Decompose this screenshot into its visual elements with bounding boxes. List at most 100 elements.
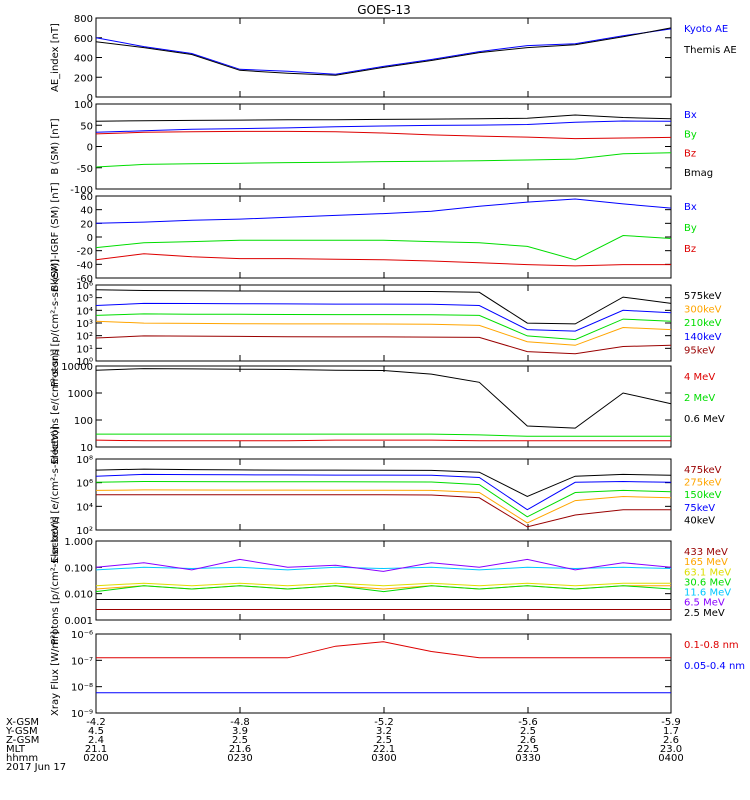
footer-value: 3.2 xyxy=(376,726,392,737)
footer-row-label: MLT xyxy=(6,744,26,755)
footer-value: 2.5 xyxy=(376,735,392,746)
y-tick-label: 10¹ xyxy=(76,344,93,355)
series-line-150kev xyxy=(95,480,672,518)
y-tick-label: 10⁴ xyxy=(76,502,93,513)
series-line-300kev xyxy=(95,320,672,346)
legend-entry: 575keV xyxy=(684,291,722,302)
y-tick-label: 1.000 xyxy=(64,537,93,548)
panel-7: 10⁻⁹ 10⁻⁸ 10⁻⁷ 10⁻⁶ Xray Flux [W/m²] 0.1-0.8 … xyxy=(50,630,745,720)
panel-frame xyxy=(95,540,672,621)
legend-entry: 11.6 MeV xyxy=(684,588,731,599)
series-line-4-mev xyxy=(95,439,671,442)
legend-entry: Kyoto AE xyxy=(684,24,728,35)
y-axis-label: AE_index [nT] xyxy=(50,23,61,92)
y-tick-label: 200 xyxy=(74,73,93,84)
y-tick-label: 10⁰ xyxy=(76,357,93,368)
footer-value: 22.5 xyxy=(517,744,539,755)
series-line-6-5-mev xyxy=(95,558,672,572)
y-tick-label: 0 xyxy=(87,93,93,104)
legend-entry: Bmag xyxy=(684,168,713,179)
y-tick-label: 100 xyxy=(74,100,93,111)
footer: X-GSM -4.2 -4.8 -5.2 -5.6 -5.9Y-GSM 4.5 3.9 3.2 2… xyxy=(5,717,684,773)
y-tick-label: 100 xyxy=(74,416,93,427)
y-tick-label: 60 xyxy=(80,192,93,203)
y-axis-label: B (SM)-IGRF (SM) [nT] xyxy=(50,182,61,291)
footer-value: 2.4 xyxy=(88,735,104,746)
series-line-bx xyxy=(95,120,672,133)
y-tick-label: 0.100 xyxy=(64,563,93,574)
y-tick-label: 10² xyxy=(76,526,93,537)
y-tick-label: -60 xyxy=(77,274,93,285)
y-tick-label: 10² xyxy=(76,332,93,343)
legend-entry: Bz xyxy=(684,244,696,255)
footer-value: -5.2 xyxy=(374,717,394,728)
y-tick-label: 50 xyxy=(80,121,93,132)
y-tick-label: 0 xyxy=(87,233,93,244)
legend-entry: 140keV xyxy=(684,332,722,343)
legend-entry: 0.6 MeV xyxy=(684,414,725,425)
footer-value: 0400 xyxy=(658,753,683,764)
series-line-0-1-0-8-nm xyxy=(96,641,671,659)
series-line-95kev xyxy=(95,335,672,355)
legend-entry: 210keV xyxy=(684,318,722,329)
footer-value: 2.5 xyxy=(232,735,248,746)
footer-value: 23.0 xyxy=(660,744,682,755)
footer-value: 0300 xyxy=(371,753,396,764)
y-tick-label: 10⁴ xyxy=(76,306,93,317)
legend-entry: 475keV xyxy=(684,465,722,476)
series-line-75kev xyxy=(95,473,672,511)
y-tick-label: -20 xyxy=(77,247,93,258)
series-line-40kev xyxy=(95,468,672,498)
series-line-140kev xyxy=(95,302,672,332)
legend-entry: 165 MeV xyxy=(684,557,728,568)
series-line-bx xyxy=(95,198,672,224)
footer-row-label: Z-GSM xyxy=(6,735,39,746)
series-line-bz xyxy=(95,253,671,267)
series-line-kyoto-ae xyxy=(95,28,672,75)
legend-entry: 150keV xyxy=(684,490,722,501)
series-line-themis-ae xyxy=(95,27,672,76)
footer-value: 21.1 xyxy=(85,744,107,755)
legend-entry: 2.5 MeV xyxy=(684,608,725,619)
legend-entry: 300keV xyxy=(684,305,722,316)
footer-value: 0230 xyxy=(227,753,252,764)
y-tick-label: 600 xyxy=(74,34,93,45)
panel-0: 0 200 400 600 800 AE_index [nT] Kyoto AE Themis… xyxy=(50,14,737,104)
legend-entry: Bz xyxy=(684,149,696,160)
legend-entry: 75keV xyxy=(684,503,715,514)
footer-value: 21.6 xyxy=(229,744,251,755)
y-tick-label: 0.010 xyxy=(64,590,93,601)
series-line-275kev xyxy=(95,489,672,524)
y-axis-label: Electrons [e/(cm²-s-sr)] xyxy=(50,349,61,465)
legend-entry: 40keV xyxy=(684,515,715,526)
panel-2: -60 -40 -20 0 20 40 60 B (SM)-IGRF (SM) [nT] Bx B… xyxy=(50,182,697,291)
legend-entry: 6.5 MeV xyxy=(684,598,725,609)
series-line-2-mev xyxy=(96,433,671,437)
footer-value: 1.7 xyxy=(663,726,679,737)
footer-value: -5.6 xyxy=(518,717,538,728)
legend-entry: By xyxy=(684,223,697,234)
legend-entry: 2 MeV xyxy=(684,393,715,404)
y-tick-label: 10 xyxy=(80,443,93,454)
footer-value: -4.8 xyxy=(230,717,250,728)
y-tick-label: 800 xyxy=(74,14,93,25)
footer-row-label: hhmm xyxy=(6,753,38,764)
y-tick-label: 10⁶ xyxy=(76,479,93,490)
y-axis-label: Protons [p/(cm²-s-sr-keV)] xyxy=(50,259,61,387)
panel-1: -100 -50 0 50 100 B (SM) [nT] Bx By Bz Bmag xyxy=(50,100,713,196)
panel-frame xyxy=(95,633,672,714)
legend-entry: 4 MeV xyxy=(684,372,715,383)
y-axis-label: B (SM) [nT] xyxy=(50,118,61,174)
chart-title: GOES-13 xyxy=(357,3,411,17)
y-tick-label: 400 xyxy=(74,54,93,65)
legend-entry: 0.05-0.4 nm xyxy=(684,661,745,672)
y-tick-label: 10⁻⁸ xyxy=(71,683,93,694)
y-tick-label: 10000 xyxy=(61,362,93,373)
footer-value: -5.9 xyxy=(661,717,681,728)
series-line-210kev xyxy=(95,313,672,341)
